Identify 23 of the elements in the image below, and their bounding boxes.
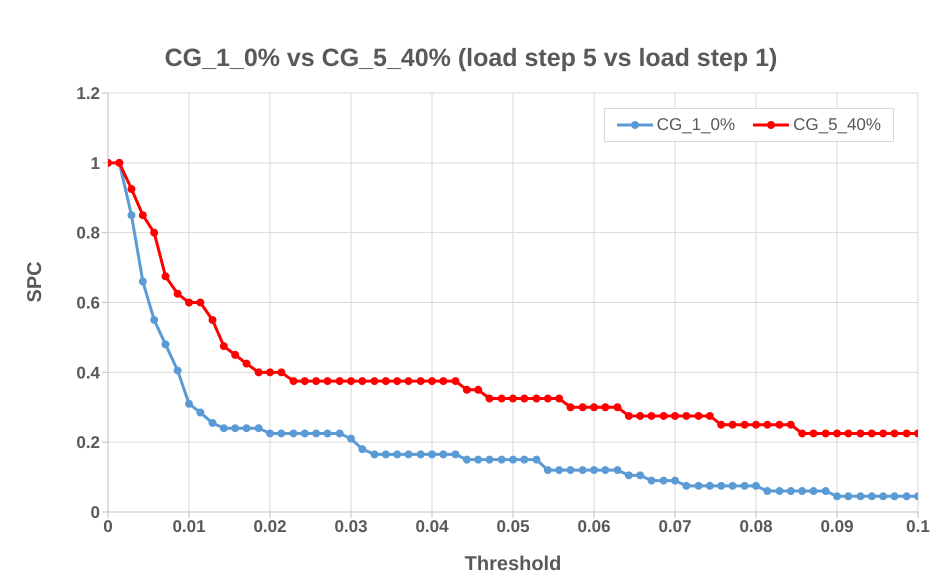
y-axis-title: SPC	[24, 261, 46, 302]
y-tick-label: 0.4	[76, 363, 101, 382]
x-tick-label: 0.06	[577, 517, 611, 536]
x-tick-label: 0.08	[739, 517, 773, 536]
legend-label: CG_5_40%	[793, 115, 881, 135]
y-tick-label: 1	[90, 154, 100, 173]
y-tick-label: 1.2	[76, 84, 100, 104]
y-tick-label: 0.8	[76, 224, 100, 243]
y-tick-label: 0.2	[76, 433, 100, 452]
x-tick-label: 0.02	[253, 517, 287, 536]
x-axis-title: Threshold	[464, 553, 562, 575]
x-tick-label: 0.04	[415, 517, 450, 536]
x-tick-label: 0	[103, 517, 113, 536]
y-tick-label: 0	[90, 503, 100, 522]
y-tick-label: 0.6	[76, 294, 100, 313]
x-tick-label: 0.03	[334, 517, 368, 536]
x-tick-label: 0.05	[496, 517, 530, 536]
legend-label: CG_1_0%	[656, 115, 736, 135]
x-tick-label: 0.1	[906, 517, 930, 536]
x-tick-label: 0.07	[658, 517, 692, 536]
x-tick-label: 0.01	[172, 517, 206, 536]
x-tick-label: 0.09	[820, 517, 854, 536]
chart-title: CG_1_0% vs CG_5_40% (load step 5 vs load step 1)	[164, 44, 778, 73]
